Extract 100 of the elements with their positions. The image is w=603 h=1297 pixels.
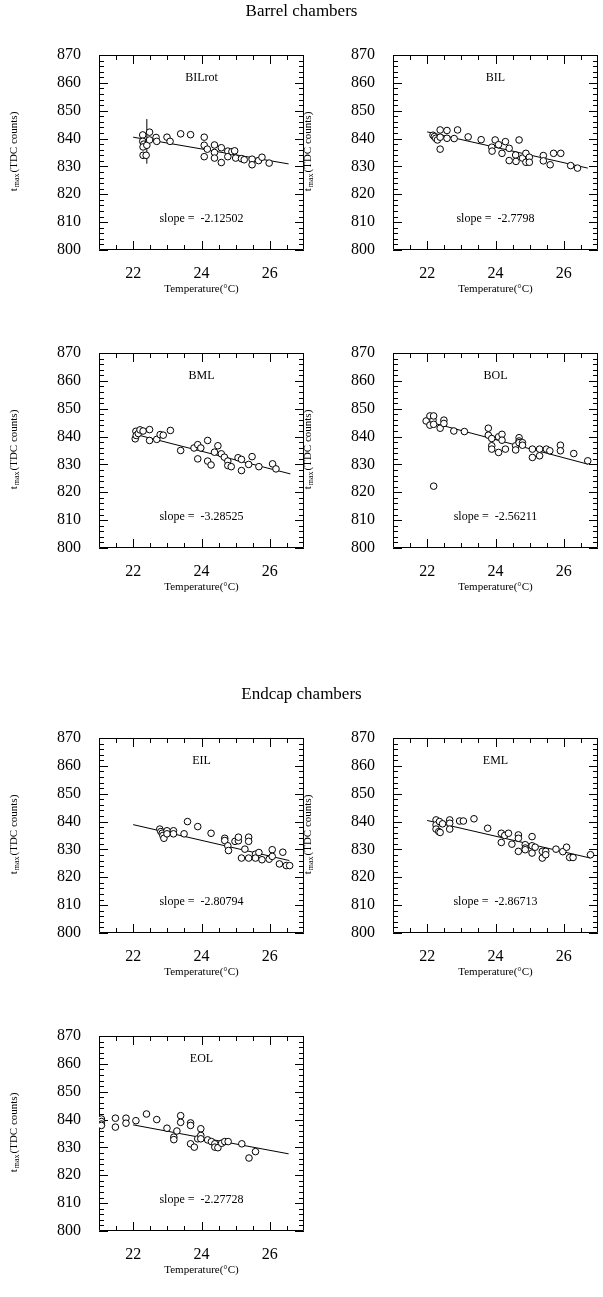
y-tick-label: 810 (57, 1193, 81, 1211)
x-tick-label: 26 (261, 1244, 278, 1262)
y-tick-label: 810 (351, 510, 375, 528)
y-tick-label: 850 (351, 100, 375, 118)
y-tick-label: 850 (57, 783, 81, 801)
x-axis-title: Temperature(°C) (458, 965, 534, 979)
x-tick-label: 22 (419, 263, 436, 281)
x-tick-label: 26 (555, 263, 572, 281)
y-tick-label: 840 (57, 426, 81, 444)
y-tick-label: 800 (57, 538, 81, 556)
y-tick-label: 840 (57, 811, 81, 829)
text: BML (188, 368, 215, 383)
text: BILrot (185, 70, 219, 85)
annotation: slope = -2.12502 (159, 210, 244, 225)
y-axis-title: tmax(TDC counts) (300, 794, 316, 875)
x-axis-title: Temperature(°C) (164, 965, 240, 979)
x-tick-label: 24 (193, 946, 210, 964)
y-tick-label: 860 (57, 73, 81, 91)
x-tick-label: 26 (261, 561, 278, 579)
annotation: slope = -2.56211 (453, 508, 538, 523)
x-tick-label: 24 (487, 561, 504, 579)
x-axis-title: Temperature(°C) (458, 580, 534, 594)
text: EOL (189, 1051, 214, 1066)
y-tick-label: 840 (351, 811, 375, 829)
x-tick-label: 24 (487, 263, 504, 281)
x-tick-label: 22 (125, 1244, 142, 1262)
y-tick-label: 860 (57, 1054, 81, 1072)
y-tick-label: 830 (351, 156, 375, 174)
y-tick-label: 830 (57, 156, 81, 174)
y-tick-label: 800 (351, 923, 375, 941)
x-axis-title: Temperature(°C) (458, 282, 534, 296)
y-tick-label: 860 (351, 371, 375, 389)
y-tick-label: 840 (57, 1109, 81, 1127)
x-axis-title: Temperature(°C) (164, 282, 240, 296)
x-tick-label: 26 (555, 561, 572, 579)
y-tick-label: 820 (351, 482, 375, 500)
text: EML (482, 753, 509, 768)
y-axis-title: tmax(TDC counts) (300, 111, 316, 192)
y-axis-title: tmax(TDC counts) (6, 794, 22, 875)
chart-subtitle: Endcap chambers (240, 684, 363, 704)
y-tick-label: 820 (57, 184, 81, 202)
y-tick-label: 870 (57, 728, 81, 746)
y-tick-label: 810 (57, 895, 81, 913)
x-tick-label: 22 (125, 561, 142, 579)
y-tick-label: 820 (57, 867, 81, 885)
y-tick-label: 870 (351, 343, 375, 361)
y-tick-label: 870 (57, 1026, 81, 1044)
chart-subtitle: Barrel chambers (244, 1, 359, 21)
text: BIL (485, 70, 506, 85)
y-tick-label: 800 (351, 240, 375, 258)
text: EIL (192, 753, 211, 768)
y-tick-label: 800 (57, 1221, 81, 1239)
x-tick-label: 24 (487, 946, 504, 964)
y-tick-label: 870 (351, 728, 375, 746)
y-tick-label: 840 (351, 426, 375, 444)
y-tick-label: 850 (351, 398, 375, 416)
x-tick-label: 22 (419, 946, 436, 964)
y-tick-label: 820 (351, 867, 375, 885)
x-tick-label: 26 (261, 263, 278, 281)
x-tick-label: 22 (125, 263, 142, 281)
y-tick-label: 860 (351, 756, 375, 774)
y-tick-label: 810 (351, 212, 375, 230)
y-tick-label: 830 (351, 839, 375, 857)
y-tick-label: 870 (57, 343, 81, 361)
x-tick-label: 22 (419, 561, 436, 579)
y-tick-label: 860 (351, 73, 375, 91)
y-axis-title: tmax(TDC counts) (6, 409, 22, 490)
y-tick-label: 870 (57, 45, 81, 63)
y-tick-label: 840 (57, 128, 81, 146)
y-tick-label: 820 (57, 482, 81, 500)
y-tick-label: 830 (57, 839, 81, 857)
annotation: slope = -2.80794 (159, 893, 244, 908)
annotation: slope = -2.86713 (453, 893, 538, 908)
y-tick-label: 820 (351, 184, 375, 202)
y-tick-label: 850 (57, 100, 81, 118)
y-tick-label: 840 (351, 128, 375, 146)
x-tick-label: 24 (193, 263, 210, 281)
x-tick-label: 22 (125, 946, 142, 964)
y-axis-title: tmax(TDC counts) (6, 1092, 22, 1173)
y-tick-label: 810 (57, 510, 81, 528)
y-tick-label: 830 (351, 454, 375, 472)
y-tick-label: 860 (57, 371, 81, 389)
y-tick-label: 830 (57, 1137, 81, 1155)
y-tick-label: 810 (351, 895, 375, 913)
y-axis-title: tmax(TDC counts) (300, 409, 316, 490)
y-tick-label: 850 (57, 398, 81, 416)
y-axis-title: tmax(TDC counts) (6, 111, 22, 192)
x-axis-title: Temperature(°C) (164, 1263, 240, 1277)
y-tick-label: 820 (57, 1165, 81, 1183)
x-tick-label: 26 (261, 946, 278, 964)
y-tick-label: 870 (351, 45, 375, 63)
annotation: slope = -3.28525 (159, 508, 244, 523)
y-tick-label: 860 (57, 756, 81, 774)
y-tick-label: 850 (351, 783, 375, 801)
text: BOL (483, 368, 508, 383)
annotation: slope = -2.27728 (159, 1191, 244, 1206)
y-tick-label: 800 (351, 538, 375, 556)
x-tick-label: 24 (193, 1244, 210, 1262)
y-tick-label: 800 (57, 240, 81, 258)
y-tick-label: 830 (57, 454, 81, 472)
